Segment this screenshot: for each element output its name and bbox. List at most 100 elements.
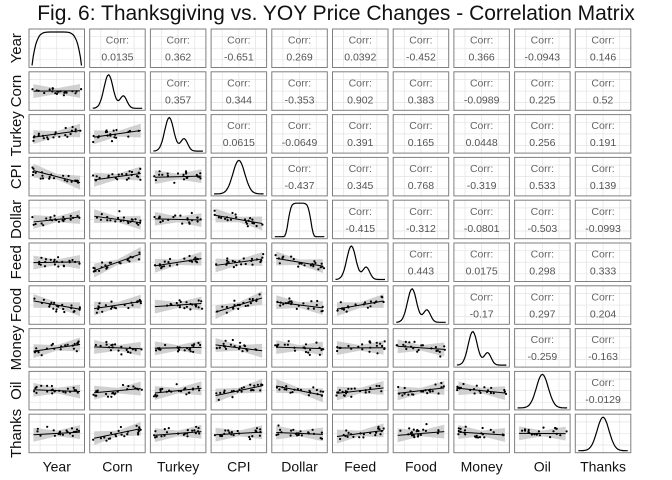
data-point	[57, 256, 60, 259]
data-point	[555, 432, 558, 435]
data-point	[380, 390, 383, 393]
data-point	[238, 303, 241, 306]
data-point	[223, 432, 226, 435]
data-point	[168, 389, 171, 392]
corr-label: Corr:	[531, 77, 554, 89]
data-point	[289, 391, 292, 394]
data-point	[137, 171, 140, 174]
data-point	[43, 265, 47, 268]
data-point	[182, 178, 186, 181]
data-point	[238, 388, 241, 391]
data-point	[168, 257, 172, 261]
data-point	[52, 307, 55, 310]
data-point	[288, 297, 291, 300]
panel-cpi-cpi	[210, 156, 268, 197]
data-point	[66, 180, 69, 183]
data-point	[242, 257, 245, 260]
data-point	[176, 172, 180, 175]
data-point	[354, 303, 357, 306]
corr-value: -0.163	[588, 351, 618, 363]
data-point	[100, 266, 103, 269]
row-label-thanks: Thanks	[8, 409, 25, 458]
data-point	[489, 428, 492, 431]
data-point	[251, 299, 254, 302]
data-point	[234, 213, 237, 216]
data-point	[126, 388, 129, 391]
row-label-dollar: Dollar	[8, 200, 25, 239]
panel-food-year	[28, 285, 85, 325]
data-point	[135, 387, 139, 390]
data-point	[114, 133, 117, 136]
data-point	[261, 383, 264, 387]
panel-corn-cpi: Corr: 0.344	[210, 71, 268, 111]
data-point	[248, 438, 252, 441]
data-point	[172, 215, 175, 219]
corr-value: 0.269	[286, 52, 312, 64]
data-point	[283, 343, 286, 346]
data-point	[178, 304, 181, 307]
data-point	[251, 388, 254, 391]
row-label-year: Year	[8, 33, 25, 63]
panel-border	[149, 114, 207, 154]
corr-label: Corr:	[591, 206, 614, 218]
data-point	[161, 265, 164, 268]
data-point	[224, 345, 227, 348]
data-point	[116, 216, 120, 220]
panel-money-turkey	[149, 328, 207, 368]
data-point	[336, 346, 339, 349]
data-point	[378, 384, 381, 388]
panel-year-food: Corr: -0.452	[392, 28, 450, 68]
panel-border	[453, 242, 510, 282]
data-point	[233, 304, 236, 307]
data-point	[259, 260, 262, 264]
panel-border	[453, 413, 510, 454]
fit-line	[215, 214, 263, 224]
data-point	[249, 383, 252, 386]
data-point	[322, 267, 326, 270]
data-point	[92, 270, 95, 273]
panel-border	[271, 28, 328, 68]
panel-border	[271, 156, 328, 197]
panel-border	[574, 328, 632, 368]
data-point	[105, 267, 108, 270]
panel-border	[574, 156, 632, 197]
data-point	[457, 433, 460, 436]
panel-border	[514, 285, 571, 325]
data-point	[290, 300, 293, 303]
data-point	[307, 394, 310, 397]
data-point	[185, 393, 188, 396]
corr-label: Corr:	[409, 163, 432, 175]
data-point	[321, 265, 324, 268]
panel-thanks-oil	[514, 413, 571, 454]
data-point	[154, 179, 157, 182]
panel-thanks-thanks	[574, 413, 632, 454]
data-point	[137, 258, 141, 261]
data-point	[199, 218, 202, 221]
data-point	[117, 429, 120, 432]
data-point	[137, 433, 140, 436]
corr-value: 0.191	[590, 137, 616, 149]
corr-label: Corr:	[470, 249, 493, 261]
data-point	[127, 177, 130, 180]
data-point	[233, 345, 236, 348]
panel-border	[210, 156, 268, 197]
data-point	[308, 353, 311, 356]
corr-label: Corr:	[591, 163, 614, 175]
data-point	[64, 126, 67, 130]
data-point	[224, 347, 228, 350]
data-point	[299, 388, 302, 391]
data-point	[247, 219, 250, 222]
data-point	[46, 425, 49, 428]
data-point	[458, 386, 461, 389]
data-point	[188, 222, 191, 225]
data-point	[230, 431, 233, 434]
panel-cpi-feed: Corr: 0.345	[332, 156, 389, 197]
data-point	[284, 302, 287, 305]
panel-year-money: Corr: 0.366	[453, 28, 510, 68]
data-point	[238, 260, 241, 263]
row-label-turkey: Turkey	[8, 111, 25, 157]
data-point	[350, 387, 353, 390]
data-point	[178, 346, 181, 349]
data-point	[106, 219, 109, 222]
corr-label: Corr:	[349, 206, 372, 218]
